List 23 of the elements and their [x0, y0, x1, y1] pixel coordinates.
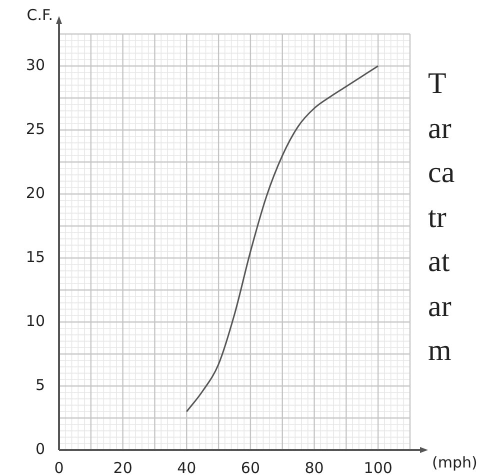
- text: ar: [428, 288, 452, 324]
- text: T: [428, 66, 448, 102]
- x-tick-label: 0: [54, 458, 64, 475]
- y-tick-label: 10: [26, 312, 45, 330]
- y-tick-label: 5: [35, 376, 45, 394]
- text: ca: [428, 155, 455, 191]
- x-tick-label: 100: [364, 458, 392, 475]
- text: tr: [428, 200, 448, 236]
- y-tick-label: 25: [26, 120, 45, 138]
- text: at: [428, 244, 451, 280]
- text: ar: [428, 110, 452, 146]
- y-axis-title: C.F.: [26, 6, 53, 24]
- y-tick-label: 20: [26, 184, 45, 202]
- x-tick-label: 40: [177, 458, 196, 475]
- y-tick-label: 30: [26, 56, 45, 74]
- y-tick-label: 0: [35, 440, 45, 458]
- y-tick-label: 15: [26, 248, 45, 266]
- text: m: [428, 333, 452, 369]
- line-series: [186, 65, 379, 412]
- x-tick-label: 20: [113, 458, 132, 475]
- x-axis-title: (mph): [432, 453, 477, 472]
- x-tick-label: 80: [304, 458, 324, 475]
- x-tick-label: 60: [240, 458, 260, 475]
